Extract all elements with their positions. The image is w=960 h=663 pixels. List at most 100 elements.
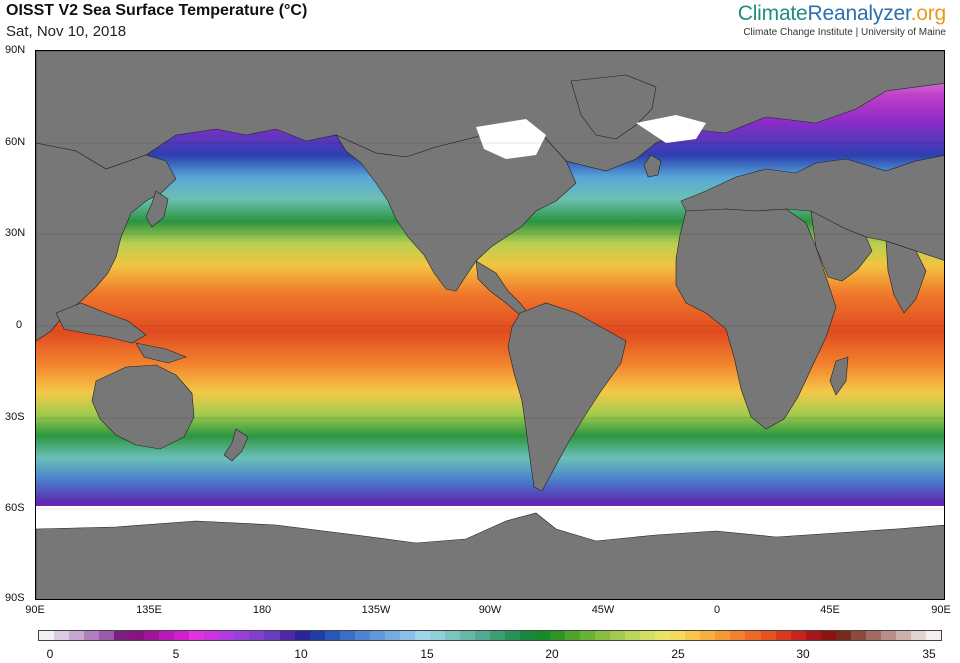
colorbar-swatch: [69, 631, 85, 640]
colorbar-swatch: [204, 631, 220, 640]
colorbar-label-20: 20: [545, 647, 559, 661]
colorbar-swatch: [730, 631, 746, 640]
colorbar-swatch: [760, 631, 776, 640]
colorbar-swatch: [429, 631, 445, 640]
colorbar-swatch: [745, 631, 761, 640]
colorbar-swatch: [144, 631, 160, 640]
lon-label-45e: 45E: [820, 604, 840, 616]
colorbar-swatch: [805, 631, 821, 640]
madagascar: [829, 356, 849, 396]
colorbar-label-25: 25: [671, 647, 685, 661]
lon-label-180: 180: [252, 604, 272, 616]
colorbar-swatch: [775, 631, 791, 640]
brand-subtitle: Climate Change Institute | University of…: [743, 27, 946, 38]
colorbar-swatch: [324, 631, 340, 640]
map-date: Sat, Nov 10, 2018: [6, 23, 127, 40]
south-america: [507, 302, 627, 492]
colorbar-swatch: [444, 631, 460, 640]
colorbar: [38, 630, 942, 641]
colorbar-swatch: [595, 631, 611, 640]
colorbar-swatch: [670, 631, 686, 640]
colorbar-swatch: [459, 631, 475, 640]
colorbar-swatch: [174, 631, 190, 640]
colorbar-swatch: [309, 631, 325, 640]
colorbar-swatch: [399, 631, 415, 640]
new-zealand: [223, 428, 249, 462]
colorbar-swatch: [520, 631, 536, 640]
colorbar-swatch: [504, 631, 520, 640]
colorbar-swatch: [189, 631, 205, 640]
colorbar-swatch: [354, 631, 370, 640]
colorbar-swatch: [279, 631, 295, 640]
brand-logo[interactable]: ClimateReanalyzer.org Climate Change Ins…: [738, 2, 946, 38]
colorbar-swatch: [535, 631, 551, 640]
colorbar-swatch: [249, 631, 265, 640]
british-isles: [643, 154, 662, 178]
colorbar-swatch: [790, 631, 806, 640]
antarctica: [36, 512, 944, 599]
arctic-sea-ice: [476, 115, 706, 159]
colorbar-swatch: [414, 631, 430, 640]
colorbar-swatch: [129, 631, 145, 640]
colorbar-label-35: 35: [922, 647, 936, 661]
lat-label-30n: 30N: [5, 227, 26, 239]
colorbar-swatch: [39, 631, 55, 640]
colorbar-swatch: [685, 631, 701, 640]
colorbar-swatch: [850, 631, 866, 640]
colorbar-swatch: [219, 631, 235, 640]
colorbar-swatch: [369, 631, 385, 640]
colorbar-swatch: [910, 631, 926, 640]
lat-label-60n: 60N: [5, 136, 26, 148]
lon-label-45w: 45W: [591, 604, 615, 616]
colorbar-label-5: 5: [172, 647, 180, 661]
colorbar-swatch: [294, 631, 310, 640]
lat-label-30s: 30S: [5, 411, 25, 423]
colorbar-swatch: [820, 631, 836, 640]
colorbar-swatch: [895, 631, 911, 640]
lat-label-60s: 60S: [5, 502, 25, 514]
colorbar-swatch: [264, 631, 280, 640]
africa: [675, 208, 837, 430]
lon-label-90e-east: 90E: [931, 604, 951, 616]
map-title: OISST V2 Sea Surface Temperature (°C): [6, 2, 308, 19]
colorbar-swatch: [384, 631, 400, 640]
maritime-continent: [55, 302, 187, 364]
colorbar-label-0: 0: [46, 647, 54, 661]
brand-name: ClimateReanalyzer.org: [737, 2, 946, 25]
lon-label-135w: 135W: [361, 604, 391, 616]
lon-label-0: 0: [713, 604, 721, 616]
colorbar-swatch: [474, 631, 490, 640]
colorbar-swatch: [835, 631, 851, 640]
lat-label-90s: 90S: [5, 592, 25, 604]
sst-map: [35, 50, 945, 600]
japan: [145, 190, 169, 228]
colorbar-swatch: [159, 631, 175, 640]
colorbar-swatch: [99, 631, 115, 640]
land-masses: [36, 51, 944, 599]
colorbar-swatch: [114, 631, 130, 640]
colorbar-swatch: [715, 631, 731, 640]
colorbar-swatch: [655, 631, 671, 640]
colorbar-swatch: [489, 631, 505, 640]
colorbar-swatch: [640, 631, 656, 640]
colorbar-swatch: [625, 631, 641, 640]
lon-label-135e: 135E: [136, 604, 162, 616]
colorbar-swatch: [550, 631, 566, 640]
colorbar-swatch: [54, 631, 70, 640]
colorbar-swatch: [339, 631, 355, 640]
colorbar-swatch: [580, 631, 596, 640]
arabia-india: [810, 210, 927, 314]
colorbar-label-30: 30: [796, 647, 810, 661]
colorbar-swatch: [610, 631, 626, 640]
colorbar-label-15: 15: [420, 647, 434, 661]
colorbar-label-10: 10: [294, 647, 308, 661]
colorbar-swatch: [84, 631, 100, 640]
lon-label-90e-west: 90E: [25, 604, 45, 616]
lat-label-0: 0: [16, 319, 23, 331]
greenland: [570, 74, 657, 140]
lat-label-90n: 90N: [5, 44, 26, 56]
colorbar-swatch: [865, 631, 881, 640]
lon-label-90w: 90W: [478, 604, 502, 616]
colorbar-swatch: [925, 631, 941, 640]
colorbar-swatch: [234, 631, 250, 640]
